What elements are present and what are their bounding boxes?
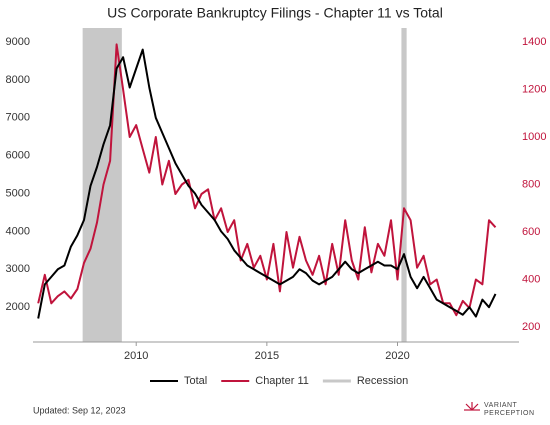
- y2-tick-label: 600: [522, 226, 540, 238]
- logo-text: VARIANT: [484, 402, 518, 409]
- y-tick-label: 8000: [6, 74, 30, 86]
- x-tick-label: 2015: [255, 350, 279, 362]
- y-tick-label: 3000: [6, 263, 30, 275]
- y2-tick-label: 200: [522, 321, 540, 333]
- recession-band: [401, 28, 407, 342]
- footnote: Updated: Sep 12, 2023: [33, 405, 126, 415]
- y2-tick-label: 1000: [522, 131, 546, 143]
- x-tick-label: 2010: [124, 350, 148, 362]
- legend-label: Total: [184, 375, 207, 387]
- legend-label: Recession: [357, 375, 408, 387]
- y2-tick-label: 1400: [522, 36, 546, 48]
- legend-label: Chapter 11: [255, 375, 309, 387]
- y2-tick-label: 800: [522, 178, 540, 190]
- data-line: [37, 48, 497, 319]
- y-tick-label: 4000: [6, 225, 30, 237]
- y-tick-label: 9000: [6, 36, 30, 48]
- chart-title: US Corporate Bankruptcy Filings - Chapte…: [107, 5, 443, 21]
- y-tick-label: 7000: [6, 112, 30, 124]
- logo-icon: [464, 402, 480, 411]
- logo-text: PERCEPTION: [484, 410, 535, 417]
- y-tick-label: 6000: [6, 150, 30, 162]
- y2-tick-label: 400: [522, 273, 540, 285]
- y2-tick-label: 1200: [522, 83, 546, 95]
- x-tick-label: 2020: [385, 350, 409, 362]
- y-tick-label: 5000: [6, 187, 30, 199]
- y-tick-label: 2000: [6, 301, 30, 313]
- logo: VARIANT PERCEPTION: [464, 402, 535, 417]
